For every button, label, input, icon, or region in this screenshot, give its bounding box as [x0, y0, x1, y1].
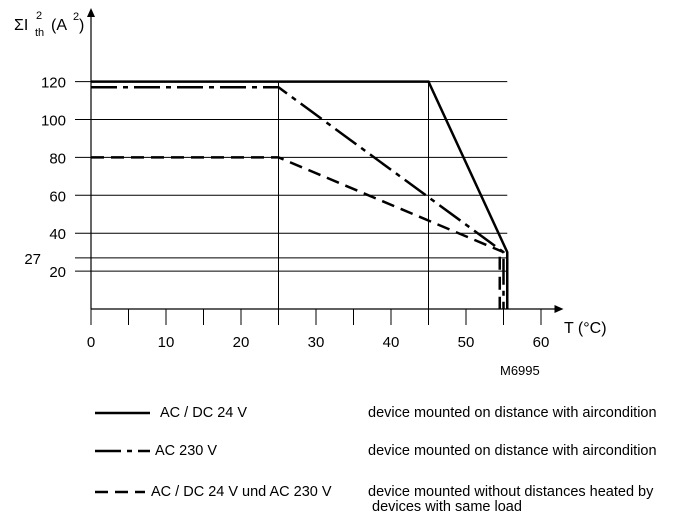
series-lines: [91, 80, 509, 309]
y-tick-label: 20: [49, 264, 66, 281]
gridlines: [75, 81, 508, 309]
figure-code: M6995: [500, 363, 540, 378]
y-tick-label: 80: [49, 150, 66, 167]
tick-labels: 0 10 20 30 40 50 60 20 40 60 80 100 120 27: [24, 75, 549, 351]
y-tick-label: 40: [49, 226, 66, 243]
x-tick-label: 0: [87, 334, 95, 351]
y-axis-title-unit-sup: 2: [73, 11, 79, 23]
y-tick-label: 120: [41, 75, 66, 92]
x-axis-arrow: [554, 305, 564, 313]
y-axis-title-unit: (A: [51, 17, 67, 34]
x-tick-label: 40: [383, 334, 400, 351]
y-axis-title: ΣI 2 th (A 2 ): [14, 10, 84, 39]
y-axis-title-sub: th: [35, 27, 44, 39]
x-axis-title: T (°C): [564, 320, 607, 337]
x-tick-label: 20: [233, 334, 250, 351]
series-line: [91, 80, 509, 309]
y-tick-label: 100: [41, 113, 66, 130]
series-line: [91, 156, 504, 309]
y-tick-label: 27: [24, 251, 41, 268]
y-axis-arrow: [87, 8, 95, 17]
y-axis-title-main: ΣI: [14, 17, 28, 34]
x-tick-label: 10: [158, 334, 175, 351]
x-tick-label: 30: [308, 334, 325, 351]
x-tick-label: 50: [458, 334, 475, 351]
series-line: [91, 86, 505, 309]
legend-swatches: [95, 411, 150, 494]
y-axis-title-sup: 2: [36, 10, 42, 22]
y-axis-title-unit-close: ): [79, 17, 84, 34]
x-tick-label: 60: [533, 334, 550, 351]
axes: [87, 8, 564, 325]
y-tick-label: 60: [49, 188, 66, 205]
